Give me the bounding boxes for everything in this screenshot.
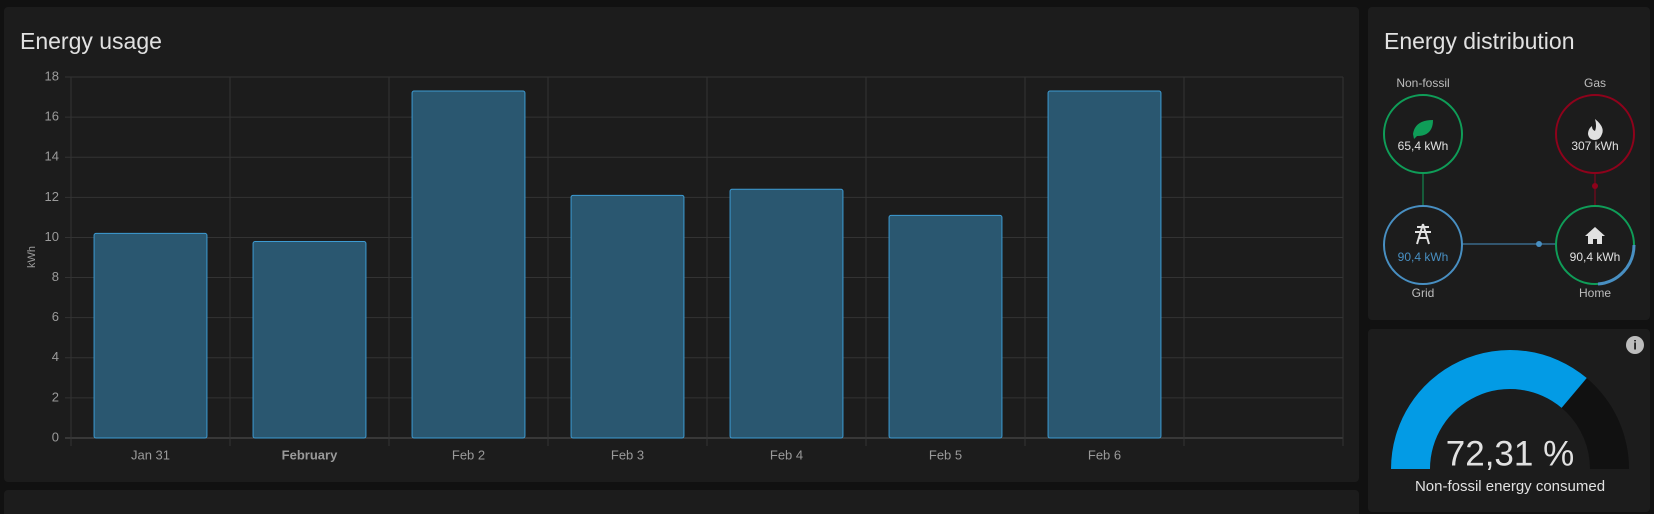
node-value: 65,4 kWh	[1398, 139, 1449, 153]
x-tick-label: Feb 6	[1088, 447, 1121, 462]
flow-dot	[1592, 183, 1598, 189]
node-value: 90,4 kWh	[1570, 250, 1621, 264]
node-circle	[1383, 94, 1463, 174]
y-tick-label: 4	[52, 349, 59, 364]
tower-icon	[1415, 223, 1431, 245]
y-axis-label: kWh	[26, 246, 38, 268]
flame-icon	[1588, 119, 1603, 140]
bar	[729, 188, 844, 439]
node-value: 307 kWh	[1571, 139, 1618, 153]
gauge-value-label: 72,31 %	[1446, 434, 1574, 473]
bar	[93, 232, 208, 439]
bar	[570, 194, 685, 439]
flow-dot	[1536, 241, 1542, 247]
x-tick-label: Feb 4	[770, 447, 803, 462]
y-tick-label: 0	[52, 429, 59, 444]
node-label: Home	[1579, 286, 1611, 300]
y-tick-label: 6	[52, 309, 59, 324]
x-tick-label: February	[282, 447, 338, 462]
node-label: Grid	[1412, 286, 1435, 300]
card	[4, 490, 1359, 514]
node-circle	[1383, 205, 1463, 285]
node-value: 90,4 kWh	[1398, 250, 1449, 264]
home-grid-arc	[1597, 244, 1636, 286]
card-title: Energy usage	[20, 28, 162, 54]
node-label: Non-fossil	[1396, 76, 1449, 90]
bar	[1047, 90, 1162, 439]
card-title: Energy distribution	[1384, 28, 1575, 54]
y-tick-label: 8	[52, 269, 59, 284]
x-tick-label: Feb 5	[929, 447, 962, 462]
info-glyph: i	[1633, 337, 1637, 352]
y-tick-label: 10	[45, 229, 59, 244]
gauge-value	[1391, 350, 1587, 469]
y-tick-label: 2	[52, 389, 59, 404]
y-tick-label: 18	[45, 68, 59, 83]
node-circle	[1555, 94, 1635, 174]
card	[1368, 7, 1650, 320]
bar	[888, 214, 1003, 439]
bar	[252, 240, 367, 439]
x-tick-label: Feb 2	[452, 447, 485, 462]
leaf-icon	[1413, 120, 1433, 139]
gauge-label: Non-fossil energy consumed	[1415, 478, 1605, 495]
y-tick-label: 14	[45, 149, 59, 164]
x-tick-label: Jan 31	[131, 447, 170, 462]
bar	[411, 90, 526, 439]
node-label: Gas	[1584, 76, 1606, 90]
x-tick-label: Feb 3	[611, 447, 644, 462]
info-icon[interactable]	[1626, 336, 1644, 354]
house-icon	[1585, 227, 1605, 244]
y-tick-label: 16	[45, 109, 59, 124]
y-tick-label: 12	[45, 189, 59, 204]
